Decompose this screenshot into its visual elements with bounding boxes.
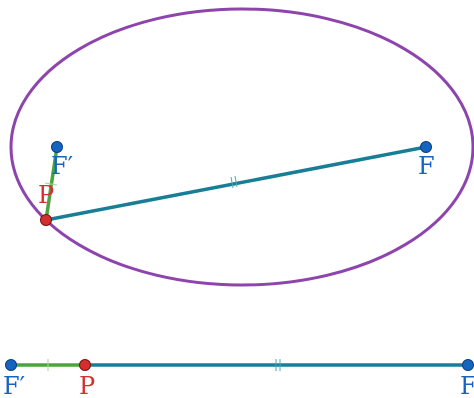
straight-double-tick-mark-p-f	[275, 359, 281, 371]
straight-f-label: F	[460, 372, 474, 398]
point-p	[40, 214, 52, 226]
focus-f-prime-label: F′	[51, 152, 73, 180]
focus-f-label: F	[418, 152, 435, 180]
ellipse	[9, 7, 474, 287]
straight-f-prime-point	[5, 359, 17, 371]
straight-p-point	[79, 359, 91, 371]
focus-f-prime-point	[51, 141, 63, 153]
straight-f-point	[462, 359, 474, 371]
straight-p-label: P	[79, 372, 95, 398]
focus-f-point	[420, 141, 432, 153]
double-tick-mark-pf	[230, 175, 238, 189]
tick-mark-pf-prime	[44, 182, 58, 186]
segment-p-to-f-prime	[44, 146, 59, 221]
point-p-label: P	[38, 181, 54, 209]
straight-f-prime-label: F′	[3, 372, 25, 398]
